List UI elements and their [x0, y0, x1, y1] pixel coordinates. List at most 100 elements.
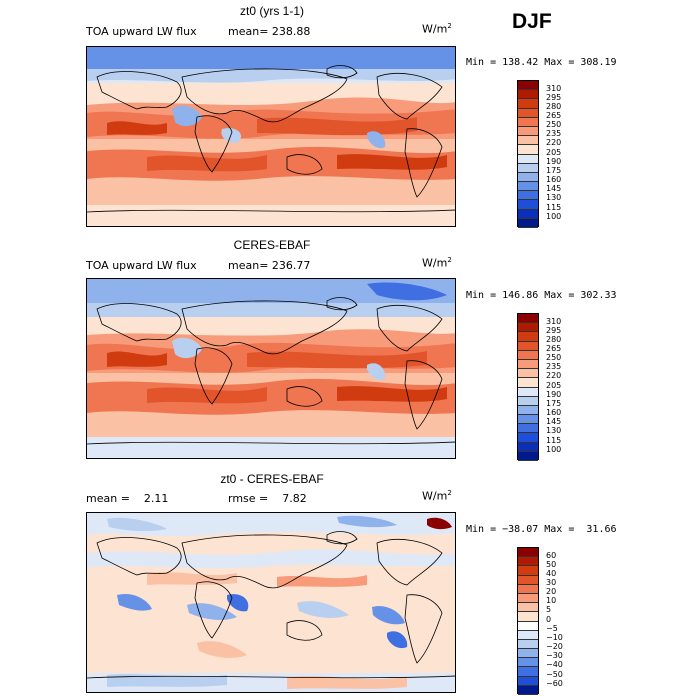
colorbar-swatch [518, 117, 538, 127]
panel-3-map [86, 512, 456, 693]
panel-3-colorbar [517, 547, 539, 695]
panel-2-minmax: Min = 146.86 Max = 302.33 [466, 290, 617, 301]
colorbar-tick-label: 205 [546, 148, 562, 157]
colorbar-swatch [518, 451, 538, 461]
colorbar-tick-label: 60 [546, 551, 557, 560]
colorbar-tick-label: 235 [546, 362, 562, 371]
colorbar-swatch [518, 218, 538, 228]
colorbar-tick-label: 250 [546, 120, 562, 129]
panel-3-rmse-label: rmse = 7.82 [228, 492, 307, 505]
colorbar-tick-label: −5 [546, 624, 558, 633]
colorbar-swatch [518, 405, 538, 416]
colorbar-swatch [518, 548, 538, 558]
colorbar-tick-label: 175 [546, 166, 562, 175]
colorbar-tick-label: 190 [546, 390, 562, 399]
colorbar-tick-label: 190 [546, 157, 562, 166]
colorbar-swatch [518, 200, 538, 210]
colorbar-tick-label: 145 [546, 417, 562, 426]
colorbar-tick-label: 220 [546, 371, 562, 380]
colorbar-swatch [518, 99, 538, 109]
colorbar-swatch [518, 182, 538, 192]
colorbar-tick-label: 280 [546, 335, 562, 344]
colorbar-swatch [518, 685, 538, 695]
panel-1-mean-label: mean= 238.88 [228, 25, 311, 38]
panel-2-map [86, 278, 456, 459]
panel-2-title: CERES-EBAF [233, 238, 311, 252]
panel-1-colorbar [517, 80, 539, 228]
colorbar-tick-label: 175 [546, 399, 562, 408]
colorbar-tick-label: 295 [546, 326, 562, 335]
colorbar-swatch [518, 81, 538, 91]
colorbar-swatch [518, 172, 538, 183]
panel-2-colorbar [517, 313, 539, 461]
colorbar-tick-label: 235 [546, 129, 562, 138]
colorbar-tick-label: 310 [546, 317, 562, 326]
panel-1-units: W/m2 [422, 22, 452, 36]
colorbar-tick-label: 130 [546, 426, 562, 435]
panel-3-map-plot [87, 513, 455, 692]
colorbar-swatch [518, 136, 538, 146]
colorbar-tick-label: −40 [546, 660, 563, 669]
colorbar-tick-label: 160 [546, 408, 562, 417]
panel-1-map [86, 46, 456, 227]
panel-3-units: W/m2 [422, 489, 452, 503]
colorbar-swatch [518, 612, 538, 622]
colorbar-swatch [518, 667, 538, 677]
colorbar-tick-label: 20 [546, 587, 557, 596]
colorbar-swatch [518, 387, 538, 397]
colorbar-swatch [518, 433, 538, 443]
colorbar-tick-label: 130 [546, 193, 562, 202]
colorbar-swatch [518, 621, 538, 631]
colorbar-swatch [518, 442, 538, 452]
colorbar-tick-label: −30 [546, 651, 563, 660]
colorbar-tick-label: −60 [546, 679, 563, 688]
panel-1-minmax: Min = 138.42 Max = 308.19 [466, 57, 617, 68]
colorbar-tick-label: 0 [546, 615, 552, 624]
colorbar-tick-label: −20 [546, 642, 563, 651]
colorbar-swatch [518, 341, 538, 351]
colorbar-tick-label: 265 [546, 111, 562, 120]
colorbar-swatch [518, 209, 538, 219]
colorbar-tick-label: 40 [546, 569, 557, 578]
colorbar-tick-label: 295 [546, 93, 562, 102]
colorbar-tick-label: −10 [546, 633, 563, 642]
panel-2-mean-label: mean= 236.77 [228, 259, 311, 272]
colorbar-swatch [518, 639, 538, 650]
colorbar-swatch [518, 584, 538, 594]
panel-2-units: W/m2 [422, 256, 452, 270]
colorbar-swatch [518, 126, 538, 137]
panel-1-map-plot [87, 47, 455, 226]
colorbar-swatch [518, 676, 538, 686]
colorbar-tick-label: 30 [546, 578, 557, 587]
colorbar-tick-label: 10 [546, 596, 557, 605]
colorbar-tick-label: 220 [546, 138, 562, 147]
colorbar-tick-label: 280 [546, 102, 562, 111]
panel-3-minmax: Min = −38.07 Max = 31.66 [466, 524, 617, 535]
colorbar-swatch [518, 603, 538, 613]
colorbar-swatch [518, 566, 538, 576]
colorbar-swatch [518, 154, 538, 164]
colorbar-swatch [518, 630, 538, 640]
colorbar-swatch [518, 332, 538, 342]
colorbar-swatch [518, 314, 538, 324]
colorbar-swatch [518, 575, 538, 585]
colorbar-tick-label: 250 [546, 353, 562, 362]
colorbar-swatch [518, 378, 538, 388]
colorbar-tick-label: 5 [546, 605, 552, 614]
colorbar-swatch [518, 359, 538, 370]
panel-1-variable-label: TOA upward LW flux [86, 25, 197, 38]
colorbar-swatch [518, 90, 538, 100]
colorbar-tick-label: 115 [546, 436, 562, 445]
colorbar-swatch [518, 191, 538, 201]
colorbar-swatch [518, 424, 538, 434]
colorbar-tick-label: −50 [546, 670, 563, 679]
colorbar-swatch [518, 396, 538, 406]
colorbar-swatch [518, 658, 538, 668]
panel-3-title: zt0 - CERES-EBAF [220, 472, 324, 486]
colorbar-tick-label: 310 [546, 84, 562, 93]
colorbar-tick-label: 145 [546, 184, 562, 193]
colorbar-tick-label: 100 [546, 212, 562, 221]
colorbar-swatch [518, 593, 538, 604]
colorbar-swatch [518, 557, 538, 567]
colorbar-tick-label: 265 [546, 344, 562, 353]
